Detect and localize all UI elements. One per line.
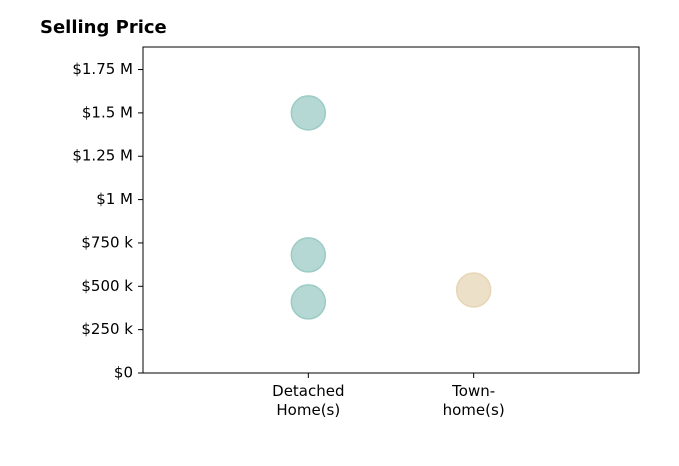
chart-title: Selling Price [40, 17, 167, 38]
point [290, 237, 327, 273]
point [290, 284, 327, 320]
y-tick-label: $250 k [81, 320, 133, 338]
y-tick-label: $0 [114, 364, 133, 382]
y-tick-label: $1.75 M [72, 60, 133, 78]
point [455, 272, 492, 308]
x-tick-label: Town- home(s) [442, 382, 505, 419]
y-tick-label: $500 k [81, 277, 133, 295]
point [290, 95, 327, 131]
plot-frame [142, 46, 640, 374]
y-tick-label: $1.5 M [82, 103, 133, 121]
x-tick-label: Detached Home(s) [272, 382, 345, 419]
y-tick-label: $1.25 M [72, 147, 133, 165]
y-tick-label: $1 M [96, 190, 133, 208]
y-tick-label: $750 k [81, 233, 133, 251]
